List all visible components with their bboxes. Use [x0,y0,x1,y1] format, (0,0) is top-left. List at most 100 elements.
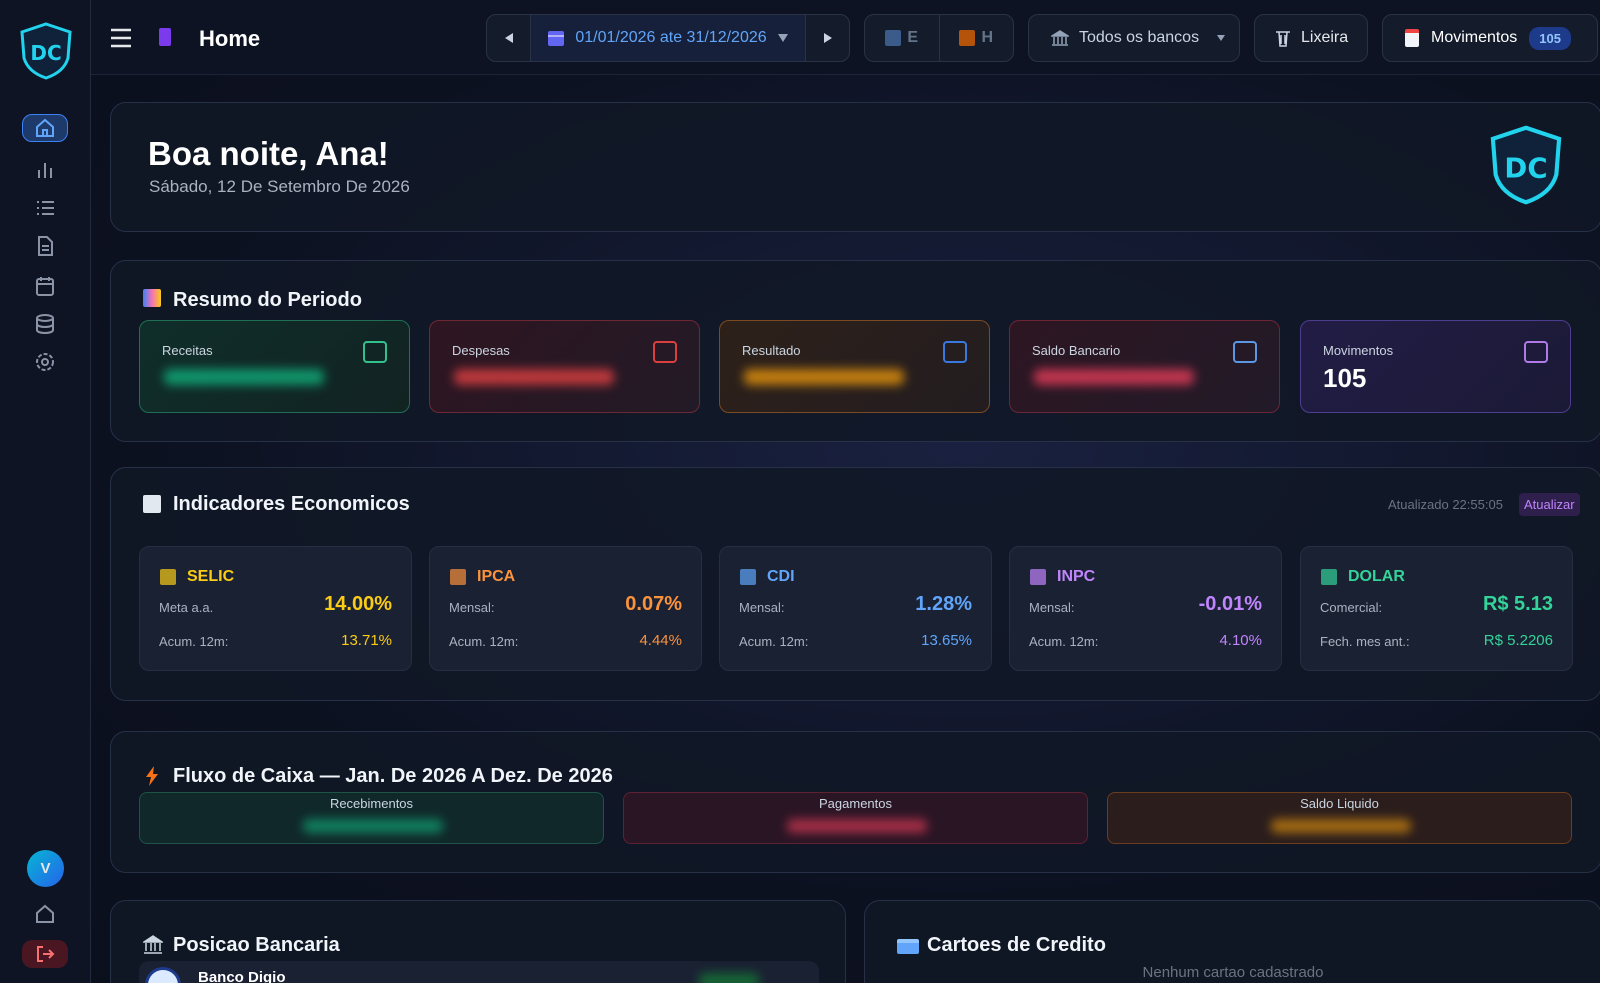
summary-card-label: Receitas [162,343,213,358]
bank-select-label: Todos os bancos [1079,29,1200,46]
indicator-card: CDI Mensal: 1.28% Acum. 12m: 13.65% [719,546,992,671]
date-range[interactable]: 01/01/2026 ate 31/12/2026 [531,15,805,61]
summary-card-hidden-value [454,369,614,385]
trash-button[interactable]: Lixeira [1254,14,1368,62]
indicators-title: Indicadores Economicos [173,493,410,515]
menu-button[interactable] [110,28,132,48]
bank-row[interactable]: Banco Digio [139,961,819,983]
next-period[interactable] [805,15,849,61]
indicator-name: SELIC [187,568,235,585]
indicator-icon [740,569,756,585]
cash-flow-label: Recebimentos [329,796,414,811]
summary-card-icon [943,341,967,363]
credit-cards-card: Cartoes de Credito Nenhum cartao cadastr… [864,900,1600,983]
movements-button[interactable]: Movimentos 105 [1382,14,1598,62]
cash-flow-box: Saldo Liquido [1107,792,1572,844]
indicator-value: 4.44% [639,632,682,649]
nav-docs[interactable] [22,232,68,260]
greeting-card: Boa noite, Ana! Sábado, 12 De Setembro D… [110,102,1600,232]
indicator-name: CDI [767,568,795,585]
indicator-label: Meta a.a. [159,600,214,615]
cash-flow-label: Saldo Liquido [1300,796,1379,811]
summary-card-label: Saldo Bancario [1032,343,1121,358]
summary-card-label: Resultado [742,343,801,358]
cash-flow-hidden-value [1270,819,1411,833]
indicator-label: Acum. 12m: [449,634,519,649]
indicator-value: R$ 5.13 [1482,593,1553,615]
indicator-value: -0.01% [1198,593,1262,615]
indicator-label: Fech. mes ant.: [1320,634,1410,649]
summary-card: Saldo Bancario [1009,320,1280,413]
refresh-button[interactable]: Atualizar [1519,493,1580,516]
logo-large: DC [1490,125,1562,205]
prev-period[interactable] [487,15,531,61]
filter-h[interactable]: H [940,15,1014,61]
page-icon [159,28,171,46]
summary-card-label: Despesas [452,343,510,358]
summary-card: Resultado [719,320,990,413]
cash-flow-box: Pagamentos [623,792,1088,844]
nav-calendar[interactable] [22,272,68,300]
indicator-icon [1321,569,1337,585]
indicator-value: 14.00% [324,593,392,615]
bank-name: Banco Digio [198,969,286,983]
nav-list[interactable] [22,194,68,222]
cash-flow-label: Pagamentos [819,796,892,811]
greeting-title: Boa noite, Ana! [148,135,389,172]
sidebar: DC V [0,0,91,983]
cash-flow-section: Fluxo de Caixa — Jan. De 2026 A Dez. De … [110,731,1600,873]
indicator-name: INPC [1057,568,1096,585]
trash-label: Lixeira [1301,29,1349,46]
indicator-label: Comercial: [1320,600,1383,615]
credit-cards-title: Cartoes de Credito [927,934,1106,956]
summary-card-hidden-value [744,369,904,385]
svg-text:DC: DC [1504,151,1547,184]
indicator-value: 4.10% [1219,632,1262,649]
movements-label: Movimentos [1431,29,1518,46]
entity-filter: E H [864,14,1014,62]
logo: DC [20,22,72,80]
cash-flow-hidden-value [786,819,927,833]
filter-e-label: E [907,29,919,46]
summary-card-label: Movimentos [1323,343,1394,358]
indicator-value: R$ 5.2206 [1483,632,1553,649]
nav-settings[interactable] [22,348,68,376]
credit-cards-empty: Nenhum cartao cadastrado [1142,964,1324,981]
indicator-name: IPCA [477,568,516,585]
filter-e[interactable]: E [865,15,940,61]
indicator-label: Acum. 12m: [159,634,229,649]
indicator-card: SELIC Meta a.a. 14.00% Acum. 12m: 13.71% [139,546,412,671]
logout[interactable] [22,940,68,968]
date-range-text: 01/01/2026 ate 31/12/2026 [575,29,767,46]
indicator-label: Mensal: [449,600,495,615]
summary-title: Resumo do Periodo [173,289,362,311]
summary-card: Despesas [429,320,700,413]
indicator-value: 13.71% [341,632,392,649]
movements-badge: 105 [1529,26,1571,50]
summary-section: Resumo do Periodo Receitas Despesas Result… [110,260,1600,442]
indicator-card: INPC Mensal: -0.01% Acum. 12m: 4.10% [1009,546,1282,671]
bank-select[interactable]: Todos os bancos [1028,14,1240,62]
bank-position-card: Posicao Bancaria Banco Digio [110,900,846,983]
indicator-label: Acum. 12m: [1029,634,1099,649]
svg-text:DC: DC [30,41,61,65]
indicators-section: Indicadores Economicos Atualizado 22:55:… [110,467,1600,701]
bank-position-title: Posicao Bancaria [173,934,340,956]
nav-home-bottom[interactable] [22,900,68,928]
indicator-value: 0.07% [625,593,682,615]
indicator-card: IPCA Mensal: 0.07% Acum. 12m: 4.44% [429,546,702,671]
date-range-picker: 01/01/2026 ate 31/12/2026 [486,14,850,62]
summary-card: Receitas [139,320,410,413]
cash-flow-title: Fluxo de Caixa — Jan. De 2026 A Dez. De … [173,765,613,787]
indicator-card: DOLAR Comercial: R$ 5.13 Fech. mes ant.: R$ … [1300,546,1573,671]
avatar[interactable]: V [27,850,64,887]
nav-home[interactable] [22,114,68,142]
indicator-label: Acum. 12m: [739,634,809,649]
indicator-icon [160,569,176,585]
indicator-icon [450,569,466,585]
indicator-value: 13.65% [921,632,972,649]
nav-database[interactable] [22,310,68,338]
nav-charts[interactable] [22,156,68,184]
